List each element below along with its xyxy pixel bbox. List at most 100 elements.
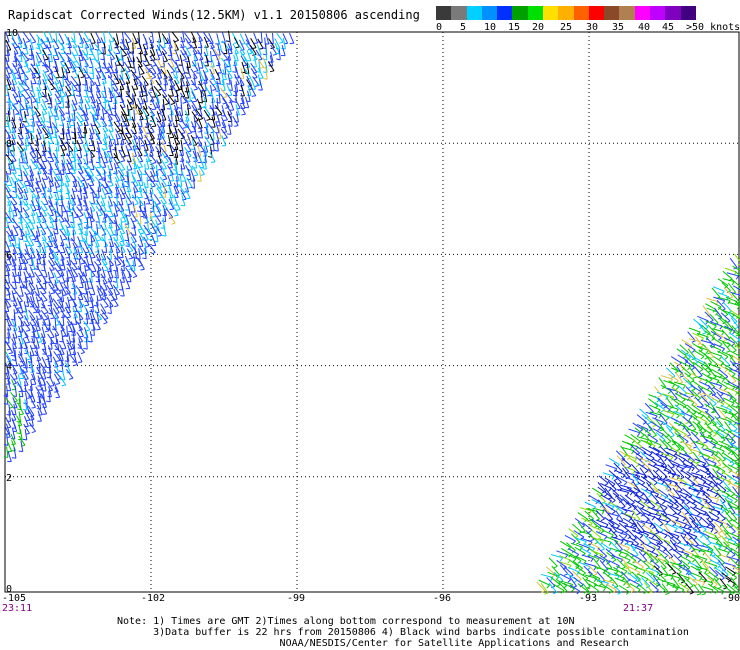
- wind-barb: [41, 236, 50, 247]
- wind-barb: [147, 91, 155, 102]
- wind-barb: [36, 122, 43, 134]
- wind-barb: [59, 306, 66, 318]
- wind-barb: [168, 104, 174, 115]
- wind-barb-tick: [29, 90, 34, 92]
- wind-barb: [89, 312, 94, 324]
- wind-barb: [149, 55, 157, 66]
- colorbar-segment: [481, 6, 498, 20]
- wind-barb: [648, 404, 661, 411]
- wind-barb: [732, 536, 740, 543]
- wind-speed-colorbar: [436, 6, 696, 20]
- wind-barb-tick: [26, 292, 31, 295]
- wind-barb: [612, 492, 623, 501]
- wind-barb-tick: [175, 89, 180, 92]
- wind-barb-tick: [178, 173, 183, 176]
- wind-barb: [570, 542, 583, 548]
- wind-barb: [175, 146, 179, 158]
- wind-barb: [666, 367, 676, 377]
- wind-barb-tick: [708, 434, 712, 438]
- wind-barb: [695, 522, 707, 530]
- wind-barb: [87, 211, 96, 222]
- wind-barb: [6, 441, 13, 452]
- wind-barb: [675, 468, 685, 478]
- wind-barb: [238, 75, 245, 86]
- wind-barb-tick: [671, 413, 675, 418]
- wind-barb-tick: [190, 186, 195, 189]
- wind-barb: [132, 175, 139, 186]
- wind-barb: [58, 33, 65, 44]
- wind-barb: [113, 121, 121, 132]
- wind-barb: [582, 522, 593, 531]
- wind-barb-tick: [226, 40, 231, 43]
- wind-barb: [155, 103, 162, 114]
- wind-barb: [709, 475, 718, 486]
- wind-barb: [79, 276, 84, 288]
- wind-barb: [121, 271, 125, 283]
- wind-barb: [12, 145, 15, 157]
- wind-barb: [722, 462, 733, 471]
- wind-barb: [5, 31, 10, 43]
- wind-barb: [720, 417, 732, 423]
- wind-barb: [58, 344, 65, 355]
- wind-barb: [100, 116, 108, 127]
- wind-barb: [710, 381, 722, 387]
- wind-barb: [27, 405, 35, 416]
- wind-barb: [60, 145, 66, 156]
- wind-barb: [239, 39, 245, 51]
- wind-barb-tick: [724, 356, 729, 360]
- wind-barb: [704, 511, 714, 522]
- wind-barb: [125, 194, 133, 205]
- wind-barb: [93, 117, 102, 127]
- wind-barb: [631, 504, 641, 514]
- wind-barb: [126, 99, 133, 110]
- wind-barb: [90, 97, 97, 108]
- wind-barb: [119, 241, 126, 253]
- wind-barb: [698, 323, 707, 334]
- wind-barb: [70, 355, 78, 365]
- wind-barb: [70, 37, 78, 48]
- wind-barb: [60, 224, 67, 235]
- wind-barb: [708, 434, 718, 443]
- wind-barb: [12, 171, 19, 182]
- wind-barb-tick: [202, 168, 207, 170]
- wind-barb: [98, 152, 101, 164]
- wind-barb: [716, 313, 727, 323]
- wind-barb-tick: [32, 100, 37, 103]
- wind-barb-tick: [90, 150, 96, 152]
- wind-barb: [711, 287, 721, 298]
- wind-barb: [246, 62, 250, 74]
- wind-barb: [11, 87, 19, 97]
- colorbar-segment: [466, 6, 482, 20]
- wind-barb: [671, 440, 681, 450]
- wind-barb: [120, 122, 124, 134]
- wind-barb-tick: [663, 405, 668, 409]
- wind-barb: [73, 175, 78, 187]
- wind-barb: [71, 67, 79, 78]
- wind-barb-tick: [717, 536, 722, 539]
- wind-barb: [96, 75, 101, 86]
- wind-barb-tick: [58, 370, 64, 373]
- wind-barb-tick: [12, 196, 17, 199]
- wind-barb-tick: [667, 390, 672, 395]
- wind-barb: [18, 225, 25, 236]
- wind-barb: [9, 151, 17, 162]
- wind-barb: [729, 429, 740, 435]
- wind-barb: [58, 249, 65, 260]
- wind-barb: [47, 140, 52, 152]
- wind-barb: [180, 43, 187, 55]
- wind-barb-tick: [667, 441, 672, 444]
- wind-barb: [729, 257, 738, 269]
- wind-barb: [729, 509, 738, 520]
- wind-barb: [686, 523, 698, 531]
- wind-barb-tick: [208, 94, 213, 97]
- wind-barb-tick: [43, 318, 48, 321]
- wind-barb: [718, 296, 731, 302]
- wind-barb: [40, 116, 47, 128]
- wind-barb: [693, 318, 704, 327]
- wind-barb-tick: [706, 487, 710, 492]
- wind-barb-tick: [604, 493, 608, 497]
- wind-barb: [102, 127, 109, 138]
- wind-barb: [111, 296, 119, 306]
- wind-barb: [102, 288, 107, 300]
- wind-barb-tick: [259, 66, 264, 69]
